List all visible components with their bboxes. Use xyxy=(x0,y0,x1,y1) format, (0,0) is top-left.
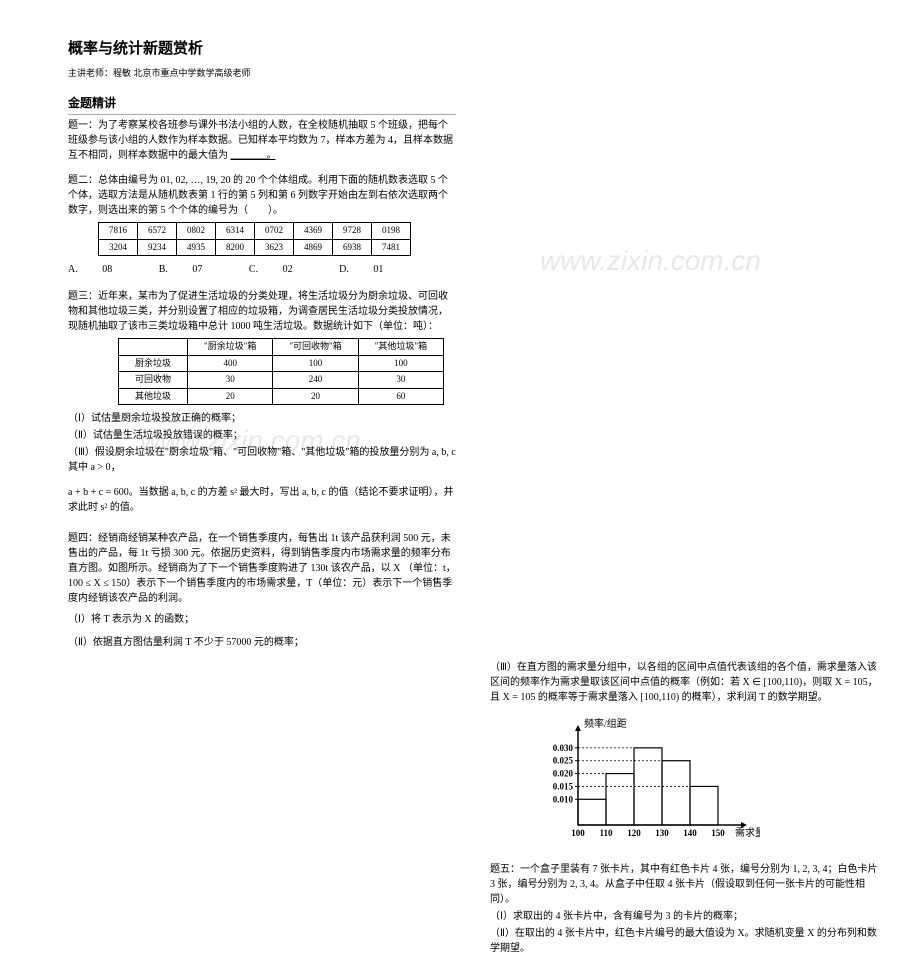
option-d: D. 01 xyxy=(339,264,405,275)
q1-blank: ＿＿＿＿。 xyxy=(231,150,276,161)
svg-text:130: 130 xyxy=(655,828,669,838)
q5-text: 题五：一个盒子里装有 7 张卡片，其中有红色卡片 4 张，编号分别为 1, 2,… xyxy=(490,862,878,907)
svg-text:0.015: 0.015 xyxy=(553,781,574,791)
cell: 4869 xyxy=(294,239,333,256)
question-5: 题五：一个盒子里装有 7 张卡片，其中有红色卡片 4 张，编号分别为 1, 2,… xyxy=(490,862,878,956)
cell: 6572 xyxy=(138,223,177,240)
svg-text:100: 100 xyxy=(571,828,585,838)
q3-sub2: （Ⅱ）试估量生活垃圾投放错误的概率； xyxy=(68,428,456,443)
q4-sub2: （Ⅱ）依据直方图估量利润 T 不少于 57000 元的概率； xyxy=(68,635,456,650)
cell: 30 xyxy=(358,372,443,389)
cell: 可回收物 xyxy=(119,372,188,389)
cell: 100 xyxy=(358,355,443,372)
q5-sub2: （Ⅱ）在取出的 4 张卡片中，红色卡片编号的最大值设为 X。求随机变量 X 的分… xyxy=(490,926,878,956)
cell: "可回收物"箱 xyxy=(273,339,358,356)
cell: 9234 xyxy=(138,239,177,256)
watermark: www.zixin.com.cn xyxy=(540,240,761,282)
cell: 9728 xyxy=(333,223,372,240)
histogram-chart: 频率/组距 0.010 0.015 0.020 0.025 0.030 100 110 120 1… xyxy=(530,715,878,850)
table-row: 3204 9234 4935 8200 3623 4869 6938 7481 xyxy=(99,239,411,256)
left-column: 概率与统计新题赏析 主讲老师：程敏 北京市重点中学数学高级老师 金题精讲 题一：… xyxy=(68,38,456,650)
cell: 400 xyxy=(188,355,273,372)
question-1: 题一：为了考察某校各班参与课外书法小组的人数，在全校随机抽取 5 个班级，把每个… xyxy=(68,118,456,163)
q2-intro: 题二：总体由编号为 01, 02, …, 19, 20 的 20 个个体组成。利… xyxy=(68,173,456,218)
svg-text:需求量X / t: 需求量X / t xyxy=(735,827,760,839)
question-3: 题三：近年来，某市为了促进生活垃圾的分类处理，将生活垃圾分为厨余垃圾、可回收物和… xyxy=(68,289,456,515)
svg-text:120: 120 xyxy=(627,828,641,838)
option-a: A. 08 xyxy=(68,264,134,275)
cell: 厨余垃圾 xyxy=(119,355,188,372)
option-b: B. 07 xyxy=(159,264,225,275)
cell: "厨余垃圾"箱 xyxy=(188,339,273,356)
cell xyxy=(119,339,188,356)
cell: 30 xyxy=(188,372,273,389)
trash-table: "厨余垃圾"箱 "可回收物"箱 "其他垃圾"箱 厨余垃圾 400 100 100… xyxy=(118,338,444,405)
cell: 60 xyxy=(358,388,443,405)
table-row: "厨余垃圾"箱 "可回收物"箱 "其他垃圾"箱 xyxy=(119,339,444,356)
cell: 8200 xyxy=(216,239,255,256)
question-4: 题四：经销商经销某种农产品，在一个销售季度内，每售出 1t 该产品获利润 500… xyxy=(68,531,456,650)
cell: 20 xyxy=(188,388,273,405)
cell: 20 xyxy=(273,388,358,405)
cell: 4935 xyxy=(177,239,216,256)
q5-sub1: （Ⅰ）求取出的 4 张卡片中，含有编号为 3 的卡片的概率； xyxy=(490,909,878,924)
q4-sub3: （Ⅲ）在直方图的需求量分组中，以各组的区间中点值代表该组的各个值，需求量落入该区… xyxy=(490,660,878,705)
cell: "其他垃圾"箱 xyxy=(358,339,443,356)
cell: 6938 xyxy=(333,239,372,256)
cell: 7816 xyxy=(99,223,138,240)
cell: 6314 xyxy=(216,223,255,240)
q3-sub4: a + b + c = 600。当数据 a, b, c 的方差 s² 最大时，写… xyxy=(68,485,456,515)
cell: 0702 xyxy=(255,223,294,240)
cell: 3204 xyxy=(99,239,138,256)
right-column: （Ⅲ）在直方图的需求量分组中，以各组的区间中点值代表该组的各个值，需求量落入该区… xyxy=(490,660,878,956)
cell: 7481 xyxy=(372,239,411,256)
svg-text:110: 110 xyxy=(599,828,613,838)
svg-text:0.010: 0.010 xyxy=(553,794,574,804)
svg-text:150: 150 xyxy=(711,828,725,838)
cell: 0802 xyxy=(177,223,216,240)
cell: 100 xyxy=(273,355,358,372)
table-row: 7816 6572 0802 6314 0702 4369 9728 0198 xyxy=(99,223,411,240)
svg-text:0.030: 0.030 xyxy=(553,743,574,753)
q3-sub3: （Ⅲ）假设厨余垃圾在"厨余垃圾"箱、"可回收物"箱、"其他垃圾"箱的投放量分别为… xyxy=(68,445,456,475)
svg-text:140: 140 xyxy=(683,828,697,838)
q4-text: 题四：经销商经销某种农产品，在一个销售季度内，每售出 1t 该产品获利润 500… xyxy=(68,531,456,606)
cell: 3623 xyxy=(255,239,294,256)
svg-text:0.025: 0.025 xyxy=(553,756,574,766)
teacher-line: 主讲老师：程敏 北京市重点中学数学高级老师 xyxy=(68,67,456,81)
cell: 其他垃圾 xyxy=(119,388,188,405)
histogram-svg: 频率/组距 0.010 0.015 0.020 0.025 0.030 100 110 120 1… xyxy=(530,715,760,845)
table-row: 可回收物 30 240 30 xyxy=(119,372,444,389)
option-c: C. 02 xyxy=(249,264,315,275)
doc-title: 概率与统计新题赏析 xyxy=(68,38,456,61)
q4-sub1: （Ⅰ）将 T 表示为 X 的函数； xyxy=(68,612,456,627)
section-heading: 金题精讲 xyxy=(68,94,456,115)
cell: 0198 xyxy=(372,223,411,240)
svg-text:0.020: 0.020 xyxy=(553,769,574,779)
q3-sub1: （Ⅰ）试估量厨余垃圾投放正确的概率； xyxy=(68,411,456,426)
random-number-table: 7816 6572 0802 6314 0702 4369 9728 0198 … xyxy=(98,222,411,256)
table-row: 其他垃圾 20 20 60 xyxy=(119,388,444,405)
q3-text: 题三：近年来，某市为了促进生活垃圾的分类处理，将生活垃圾分为厨余垃圾、可回收物和… xyxy=(68,289,456,334)
question-2: 题二：总体由编号为 01, 02, …, 19, 20 的 20 个个体组成。利… xyxy=(68,173,456,277)
cell: 4369 xyxy=(294,223,333,240)
q2-options: A. 08 B. 07 C. 02 D. 01 xyxy=(68,262,456,277)
svg-text:频率/组距: 频率/组距 xyxy=(584,717,627,730)
cell: 240 xyxy=(273,372,358,389)
table-row: 厨余垃圾 400 100 100 xyxy=(119,355,444,372)
